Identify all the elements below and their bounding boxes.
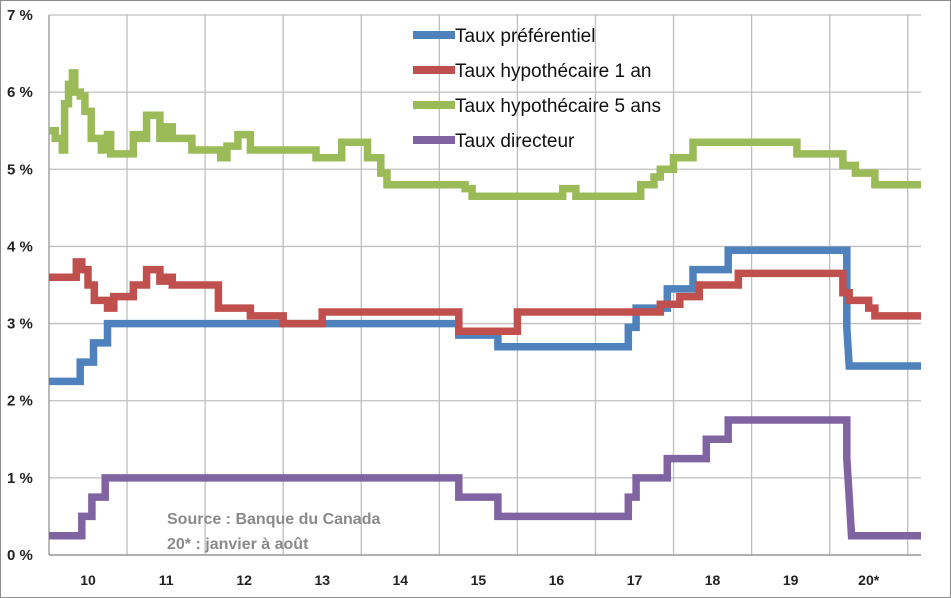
legend-label: Taux hypothécaire 5 ans <box>455 96 661 117</box>
legend-label: Taux préférentiel <box>455 26 595 47</box>
legend-label: Taux hypothécaire 1 an <box>455 61 651 82</box>
series-line-2 <box>49 258 921 336</box>
x-tick-label: 20* <box>858 572 880 588</box>
legend-label: Taux directeur <box>455 131 575 152</box>
y-tick-label: 1 % <box>7 470 33 487</box>
series-lines <box>49 69 921 540</box>
x-tick-label: 10 <box>80 572 96 588</box>
x-tick-label: 16 <box>549 572 565 588</box>
x-axis: 10 11 12 13 14 15 16 17 18 19 20* <box>80 572 880 588</box>
gridlines <box>48 14 921 556</box>
x-tick-label: 15 <box>471 572 487 588</box>
y-tick-label: 4 % <box>7 238 33 255</box>
y-tick-label: 0 % <box>7 547 33 564</box>
annotation-line: Source : Banque du Canada <box>167 511 380 528</box>
y-tick-label: 6 % <box>7 84 33 101</box>
y-tick-label: 2 % <box>7 393 33 410</box>
annotation-line: 20* : janvier à août <box>167 536 309 553</box>
x-tick-label: 12 <box>236 572 252 588</box>
x-tick-label: 17 <box>627 572 643 588</box>
series-line-4 <box>49 416 921 540</box>
x-tick-label: 13 <box>314 572 330 588</box>
y-tick-label: 7 % <box>7 7 33 24</box>
series-line-1 <box>49 246 921 386</box>
y-tick-label: 3 % <box>7 316 33 333</box>
x-tick-label: 14 <box>393 572 409 588</box>
legend: Taux préférentiel Taux hypothécaire 1 an T… <box>413 26 661 152</box>
source-note: Source : Banque du Canada 20* : janvier à… <box>167 511 380 553</box>
y-tick-label: 5 % <box>7 161 33 178</box>
x-tick-label: 11 <box>159 572 174 588</box>
series-line-3 <box>49 69 921 201</box>
x-tick-label: 19 <box>783 572 799 588</box>
x-tick-label: 18 <box>705 572 721 588</box>
y-axis: 0 % 1 % 2 % 3 % 4 % 5 % 6 % 7 % <box>7 7 33 564</box>
